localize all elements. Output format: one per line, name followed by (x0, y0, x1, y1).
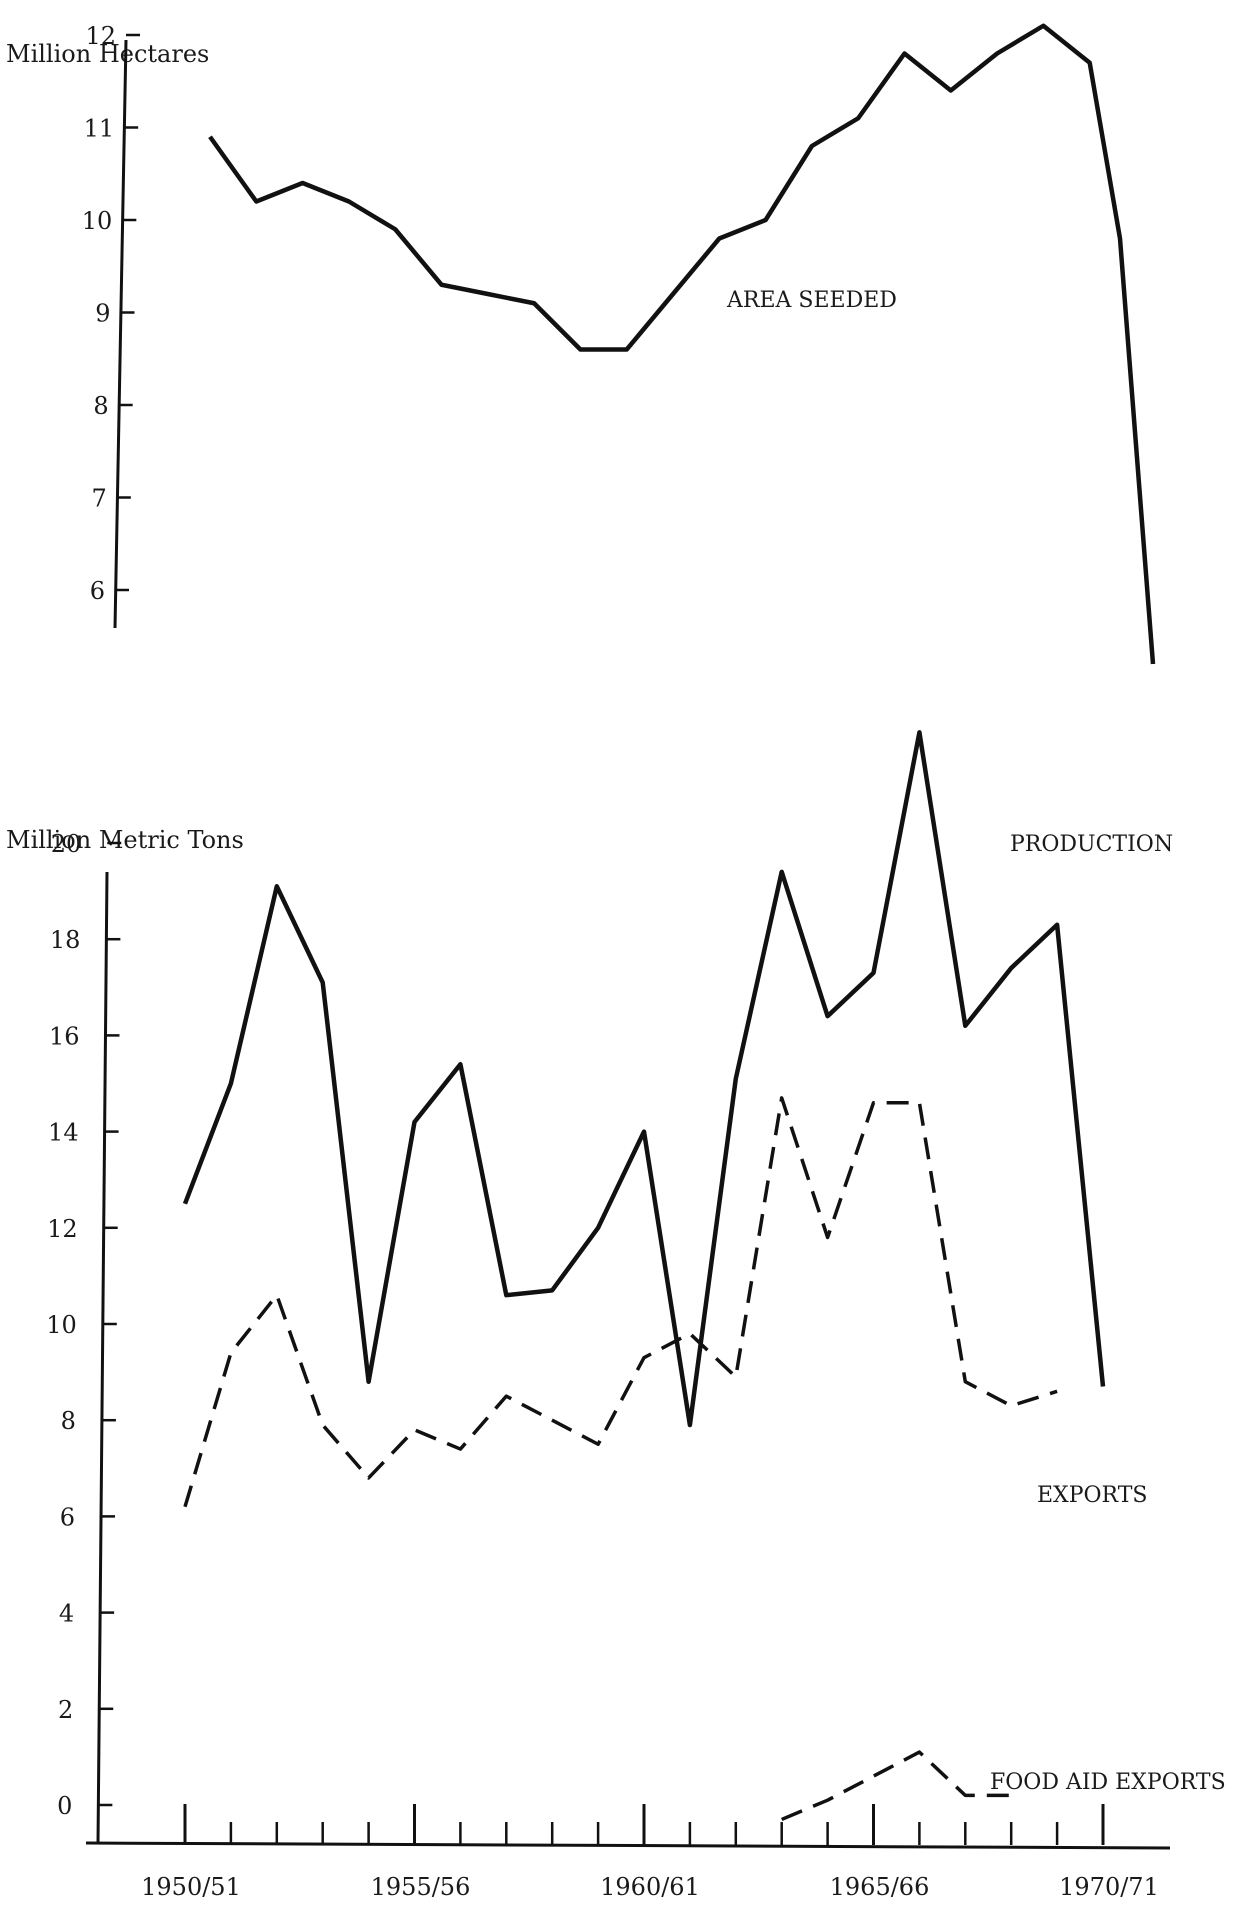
x-tick-label: 1960/61 (600, 1873, 700, 1901)
line-production (182, 730, 1106, 1428)
series-label-exports: EXPORTS (1037, 1483, 1147, 1508)
y-tick-label: 6 (90, 577, 105, 605)
y-axis-line-hectares (113, 39, 128, 629)
y-tick-label: 18 (50, 926, 81, 954)
y-axis-title-metric-tons: Million Metric Tons (6, 826, 244, 854)
y-tick-label: 10 (46, 1311, 77, 1339)
y-tick-label: 20 (51, 830, 82, 858)
series-label-food-aid-exports: FOOD AID EXPORTS (990, 1770, 1226, 1795)
y-ticks-hectares: 6 7 8 9 10 11 12 (82, 22, 140, 605)
y-tick-label: 6 (60, 1503, 75, 1531)
line-area-seeded (208, 23, 1156, 665)
line-food-aid-exports (781, 1750, 1012, 1822)
y-axis-title-hectares: Million Hectares (6, 40, 209, 68)
x-tick-label: 1965/66 (830, 1873, 930, 1901)
y-axis-line-metric-tons (96, 871, 109, 1844)
series-label-area-seeded: AREA SEEDED (726, 288, 897, 313)
y-tick-label: 12 (85, 22, 116, 50)
y-ticks-metric-tons: 0 2 4 6 8 10 12 14 16 18 20 (46, 830, 122, 1820)
y-tick-label: 16 (49, 1022, 80, 1050)
y-tick-label: 0 (57, 1792, 72, 1820)
x-tick-label: 1955/56 (371, 1873, 471, 1901)
area-seeded-chart: Million Hectares 6 7 8 9 10 11 12 AREA SEEDED (6, 22, 1156, 665)
y-tick-label: 14 (48, 1119, 79, 1147)
y-tick-label: 9 (95, 300, 110, 328)
line-exports (183, 1096, 1058, 1508)
y-tick-label: 11 (84, 115, 115, 143)
y-tick-label: 4 (59, 1600, 74, 1628)
production-exports-chart: Million Metric Tons 0 2 4 6 8 10 12 14 16 18 20 19… (6, 730, 1226, 1901)
y-tick-label: 8 (61, 1407, 76, 1435)
series-label-production: PRODUCTION (1010, 832, 1173, 857)
x-tick-label: 1950/51 (141, 1873, 241, 1901)
series-group-bottom (182, 730, 1106, 1822)
x-axis-line (85, 1841, 1171, 1850)
y-tick-label: 8 (93, 392, 108, 420)
y-tick-label: 7 (92, 485, 107, 513)
y-tick-label: 10 (82, 207, 113, 235)
y-tick-label: 2 (58, 1696, 73, 1724)
series-area-seeded (208, 23, 1156, 665)
x-ticks-years: 1950/51 1955/56 1960/61 1965/66 1970/71 (141, 1804, 1159, 1901)
y-tick-label: 12 (47, 1215, 78, 1243)
x-tick-label: 1970/71 (1059, 1873, 1159, 1901)
